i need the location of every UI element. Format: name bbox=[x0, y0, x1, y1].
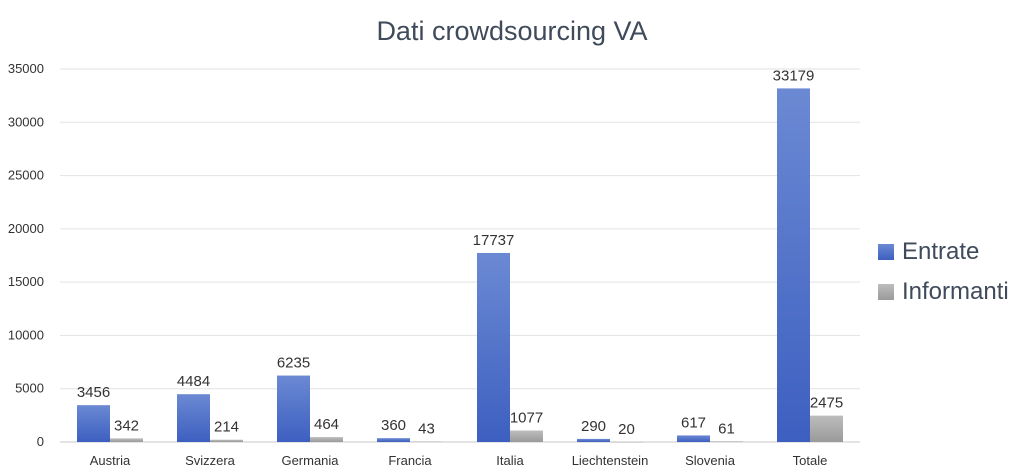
bar-entrate-italia bbox=[477, 252, 510, 442]
bar-informanti-germania bbox=[310, 437, 343, 442]
y-tick-label: 10000 bbox=[8, 327, 44, 342]
data-label: 6235 bbox=[277, 355, 310, 372]
data-label: 290 bbox=[581, 418, 606, 435]
data-label: 1077 bbox=[510, 410, 543, 427]
x-tick-label: Slovenia bbox=[685, 453, 736, 468]
y-tick-label: 30000 bbox=[8, 114, 44, 129]
data-label: 20 bbox=[618, 421, 635, 438]
data-label: 214 bbox=[214, 419, 239, 436]
y-tick-label: 15000 bbox=[8, 274, 44, 289]
data-label: 617 bbox=[681, 414, 706, 431]
legend-swatch-informanti bbox=[878, 284, 894, 300]
bar-informanti-francia bbox=[410, 441, 443, 443]
y-tick-label: 25000 bbox=[8, 168, 44, 183]
data-label: 342 bbox=[114, 417, 139, 434]
bar-entrate-liechtenstein bbox=[577, 438, 610, 442]
data-label: 2475 bbox=[810, 395, 843, 412]
y-tick-label: 20000 bbox=[8, 221, 44, 236]
bar-informanti-liechtenstein bbox=[610, 441, 643, 443]
data-label: 17737 bbox=[473, 232, 515, 249]
x-tick-label: Svizzera bbox=[185, 453, 236, 468]
data-label: 33179 bbox=[773, 67, 815, 84]
data-label: 61 bbox=[718, 420, 735, 437]
x-tick-label: Austria bbox=[90, 453, 131, 468]
legend: Entrate Informanti bbox=[878, 232, 1009, 312]
bar-entrate-slovenia bbox=[677, 435, 710, 442]
bar-entrate-svizzera bbox=[177, 394, 210, 442]
data-label: 464 bbox=[314, 416, 339, 433]
bar-informanti-svizzera bbox=[210, 439, 243, 442]
chart-title: Dati crowdsourcing VA bbox=[376, 16, 648, 46]
bar-entrate-austria bbox=[77, 405, 110, 442]
data-label: 4484 bbox=[177, 373, 210, 390]
y-tick-label: 0 bbox=[37, 434, 44, 449]
bar-entrate-francia bbox=[377, 438, 410, 442]
legend-item-informanti: Informanti bbox=[878, 272, 1009, 312]
bar-informanti-slovenia bbox=[710, 441, 743, 442]
bar-informanti-italia bbox=[510, 430, 543, 442]
legend-swatch-entrate bbox=[878, 244, 894, 260]
x-tick-label: Totale bbox=[793, 453, 828, 468]
x-tick-label: Italia bbox=[496, 453, 524, 468]
y-tick-label: 35000 bbox=[8, 61, 44, 76]
bar-entrate-totale bbox=[777, 88, 810, 443]
x-tick-label: Francia bbox=[388, 453, 432, 468]
data-label: 360 bbox=[381, 417, 406, 434]
bar-informanti-austria bbox=[110, 438, 143, 442]
data-label: 43 bbox=[418, 421, 435, 438]
bar-informanti-totale bbox=[810, 415, 843, 442]
y-tick-label: 5000 bbox=[15, 381, 44, 396]
legend-item-entrate: Entrate bbox=[878, 232, 1009, 272]
bar-entrate-germania bbox=[277, 375, 310, 442]
legend-label-informanti: Informanti bbox=[902, 278, 1009, 305]
x-tick-label: Liechtenstein bbox=[572, 453, 649, 468]
data-label: 3456 bbox=[77, 384, 110, 401]
x-tick-label: Germania bbox=[281, 453, 339, 468]
legend-label-entrate: Entrate bbox=[902, 238, 980, 265]
